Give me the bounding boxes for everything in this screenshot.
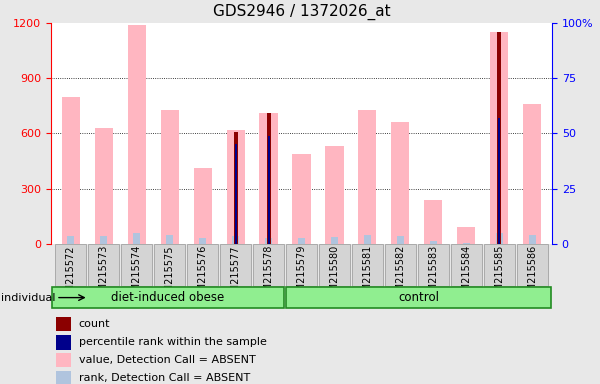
Bar — [364, 235, 371, 244]
Text: count: count — [79, 319, 110, 329]
Bar — [298, 238, 305, 244]
Text: GSM215576: GSM215576 — [197, 245, 208, 305]
Bar — [100, 236, 107, 244]
Text: GSM215577: GSM215577 — [230, 245, 241, 305]
Bar — [199, 238, 206, 244]
Text: GSM215584: GSM215584 — [461, 245, 472, 305]
FancyBboxPatch shape — [154, 244, 185, 286]
Bar — [497, 32, 501, 244]
FancyBboxPatch shape — [220, 244, 251, 286]
Bar — [194, 169, 212, 244]
Text: diet-induced obese: diet-induced obese — [111, 291, 224, 304]
FancyBboxPatch shape — [385, 244, 416, 286]
FancyBboxPatch shape — [286, 287, 551, 308]
Bar — [266, 113, 271, 244]
Text: individual: individual — [1, 293, 56, 303]
Bar — [457, 227, 475, 244]
Text: GSM215585: GSM215585 — [494, 245, 504, 305]
FancyBboxPatch shape — [88, 244, 119, 286]
Bar — [496, 233, 503, 244]
FancyBboxPatch shape — [253, 244, 284, 286]
Title: GDS2946 / 1372026_at: GDS2946 / 1372026_at — [212, 4, 391, 20]
Bar — [56, 317, 71, 331]
Bar — [490, 32, 508, 244]
Text: GSM215579: GSM215579 — [296, 245, 307, 305]
Bar — [325, 146, 344, 244]
FancyBboxPatch shape — [484, 244, 515, 286]
Text: percentile rank within the sample: percentile rank within the sample — [79, 338, 266, 348]
Text: GSM215586: GSM215586 — [527, 245, 537, 305]
Text: GSM215574: GSM215574 — [131, 245, 142, 305]
Text: GSM215582: GSM215582 — [395, 245, 406, 305]
Bar — [523, 104, 541, 244]
Text: GSM215583: GSM215583 — [428, 245, 439, 305]
Bar — [56, 335, 71, 350]
FancyBboxPatch shape — [52, 287, 284, 308]
FancyBboxPatch shape — [121, 244, 152, 286]
Bar — [397, 236, 404, 244]
Bar — [391, 122, 409, 244]
Bar — [463, 243, 470, 244]
FancyBboxPatch shape — [352, 244, 383, 286]
Bar — [424, 200, 442, 244]
Bar — [166, 235, 173, 244]
Bar — [56, 353, 71, 367]
Bar — [529, 235, 536, 244]
Text: GSM215581: GSM215581 — [362, 245, 373, 305]
Text: GSM215573: GSM215573 — [99, 245, 109, 305]
Bar — [233, 132, 238, 244]
Text: GSM215572: GSM215572 — [66, 245, 76, 305]
Bar — [498, 118, 500, 244]
Bar — [430, 240, 437, 244]
FancyBboxPatch shape — [319, 244, 350, 286]
Bar — [95, 128, 113, 244]
FancyBboxPatch shape — [187, 244, 218, 286]
Bar — [265, 238, 272, 244]
Bar — [292, 154, 311, 244]
Bar — [128, 25, 146, 244]
FancyBboxPatch shape — [286, 244, 317, 286]
Bar — [161, 109, 179, 244]
Bar — [133, 233, 140, 244]
Text: value, Detection Call = ABSENT: value, Detection Call = ABSENT — [79, 355, 256, 365]
Text: control: control — [398, 291, 439, 304]
Bar — [62, 97, 80, 244]
Bar — [268, 136, 269, 244]
Bar — [232, 235, 239, 244]
FancyBboxPatch shape — [451, 244, 482, 286]
Bar — [331, 237, 338, 244]
Text: GSM215580: GSM215580 — [329, 245, 340, 305]
FancyBboxPatch shape — [517, 244, 548, 286]
Bar — [56, 371, 71, 384]
Bar — [358, 109, 376, 244]
FancyBboxPatch shape — [55, 244, 86, 286]
Text: GSM215578: GSM215578 — [263, 245, 274, 305]
Bar — [227, 130, 245, 244]
Text: rank, Detection Call = ABSENT: rank, Detection Call = ABSENT — [79, 373, 250, 383]
Bar — [235, 144, 236, 244]
Bar — [67, 236, 74, 244]
FancyBboxPatch shape — [418, 244, 449, 286]
Bar — [259, 113, 278, 244]
Text: GSM215575: GSM215575 — [164, 245, 175, 305]
